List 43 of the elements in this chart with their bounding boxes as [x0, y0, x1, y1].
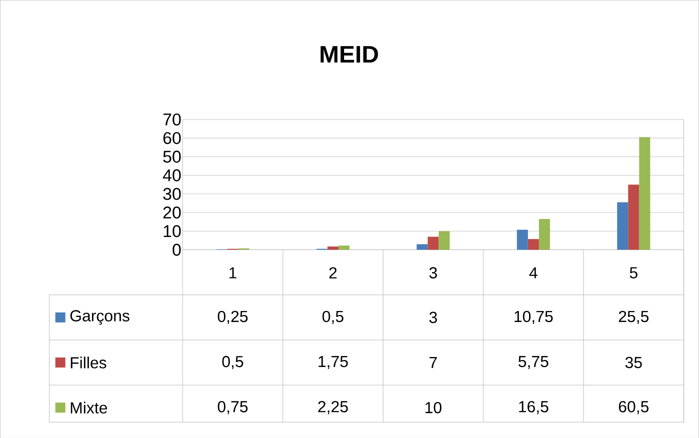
y-tick-label: 10	[164, 224, 181, 237]
bar	[338, 245, 350, 250]
y-tick-label: 60	[163, 132, 181, 144]
data-label: 0,5	[322, 310, 344, 324]
data-label: 0,5	[222, 356, 244, 369]
y-tick-label: 0	[172, 244, 181, 256]
data-label: 3	[429, 312, 437, 323]
data-label: 60,5	[618, 400, 649, 414]
y-tick-label: 20	[163, 206, 181, 218]
legend-label: Filles	[70, 356, 106, 368]
data-label: 7	[430, 356, 437, 368]
data-label: 5,75	[518, 356, 548, 369]
bar	[438, 230, 450, 250]
bar	[628, 184, 640, 250]
y-tick-label: 70	[163, 113, 181, 126]
y-tick-label: 50	[163, 150, 181, 163]
data-label: 0,75	[218, 400, 248, 414]
x-tick-label: 3	[429, 266, 437, 278]
bar	[538, 218, 550, 250]
x-tick-label: 5	[630, 267, 638, 278]
bar	[428, 236, 439, 250]
data-label: 35	[625, 356, 642, 368]
x-tick-label: 2	[329, 267, 337, 278]
bar	[516, 230, 528, 250]
data-label: 25,5	[618, 310, 649, 324]
x-tick-label: 1	[230, 267, 236, 278]
data-label: 10,75	[514, 310, 553, 324]
legend-label: Mixte	[70, 402, 108, 414]
data-label: 10	[426, 402, 442, 414]
bar	[327, 246, 338, 250]
bar	[528, 238, 539, 250]
data-label: 1,75	[318, 356, 348, 369]
data-label: 2,25	[318, 400, 348, 414]
data-label: 0,25	[218, 310, 248, 324]
bar	[416, 244, 428, 250]
x-tick-label: 4	[529, 267, 538, 278]
bar	[639, 136, 650, 250]
bar	[617, 202, 628, 250]
chart-title: MEID	[320, 46, 378, 62]
y-tick-label: 40	[162, 169, 181, 182]
data-label: 16,5	[519, 400, 548, 414]
y-tick-label: 30	[163, 188, 181, 200]
legend-label: Garçons	[70, 310, 130, 324]
